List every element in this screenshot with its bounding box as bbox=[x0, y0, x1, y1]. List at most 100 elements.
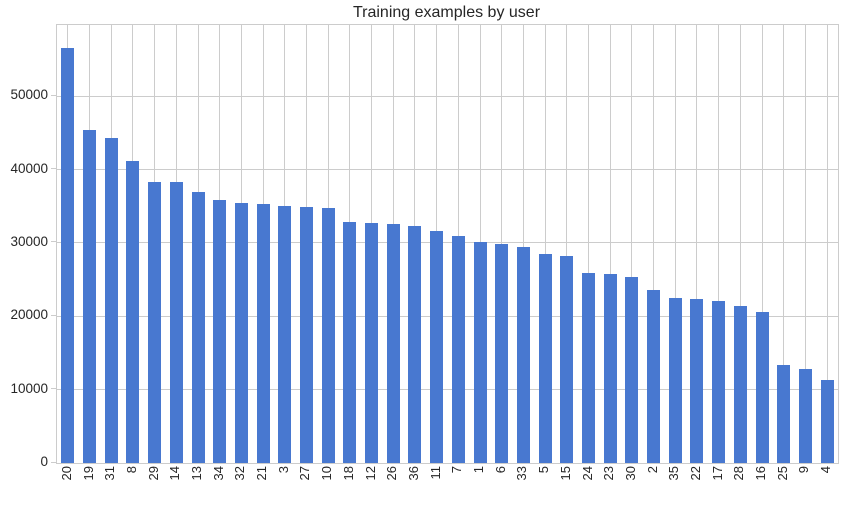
y-tick-mark bbox=[51, 314, 56, 316]
x-gridline bbox=[718, 25, 720, 463]
x-tick-label: 2 bbox=[644, 466, 660, 474]
y-tick-mark bbox=[51, 388, 56, 390]
x-tick-label: 15 bbox=[557, 466, 573, 481]
x-gridline bbox=[501, 25, 503, 463]
x-gridline bbox=[609, 25, 611, 463]
x-tick-label: 28 bbox=[731, 466, 747, 481]
x-tick-label: 14 bbox=[167, 466, 183, 481]
x-tick-label: 10 bbox=[319, 466, 335, 481]
bar-user-13 bbox=[191, 191, 205, 463]
bar-user-7 bbox=[451, 235, 465, 463]
x-gridline bbox=[739, 25, 741, 463]
x-tick-label: 27 bbox=[297, 466, 313, 481]
bar-user-5 bbox=[538, 253, 552, 463]
chart-title: Training examples by user bbox=[352, 4, 541, 21]
x-tick-label: 20 bbox=[58, 466, 74, 481]
bar-user-28 bbox=[733, 306, 747, 463]
x-tick-label: 9 bbox=[796, 466, 812, 474]
x-tick-label: 29 bbox=[145, 466, 161, 481]
bar-user-11 bbox=[430, 230, 444, 463]
y-tick-label: 0 bbox=[40, 454, 48, 469]
x-tick-label: 13 bbox=[189, 466, 204, 481]
x-tick-label: 26 bbox=[384, 466, 400, 481]
bar-user-29 bbox=[148, 181, 162, 463]
bar-user-6 bbox=[495, 244, 509, 463]
x-gridline bbox=[804, 25, 806, 463]
bar-user-21 bbox=[256, 204, 270, 463]
x-tick-label: 11 bbox=[427, 466, 443, 480]
y-gridline bbox=[57, 169, 838, 171]
x-tick-label: 7 bbox=[449, 466, 465, 474]
x-tick-label: 36 bbox=[405, 466, 421, 481]
x-tick-label: 22 bbox=[687, 466, 703, 481]
bar-user-24 bbox=[582, 273, 595, 463]
bar-user-18 bbox=[343, 222, 357, 463]
bar-user-3 bbox=[278, 205, 292, 463]
bar-user-23 bbox=[603, 273, 617, 463]
bar-user-19 bbox=[83, 129, 97, 463]
x-tick-label: 32 bbox=[232, 466, 248, 481]
bar-user-35 bbox=[668, 298, 682, 463]
bar-user-20 bbox=[61, 47, 75, 463]
x-tick-label: 18 bbox=[340, 466, 356, 481]
x-tick-label: 31 bbox=[102, 466, 118, 481]
bar-user-36 bbox=[408, 225, 422, 463]
x-tick-label: 19 bbox=[80, 466, 96, 481]
y-tick-mark bbox=[51, 241, 56, 243]
x-gridline bbox=[674, 25, 676, 463]
bar-user-30 bbox=[625, 277, 639, 463]
x-gridline bbox=[761, 25, 763, 463]
bar-user-2 bbox=[647, 289, 661, 463]
x-gridline bbox=[522, 25, 524, 463]
y-gridline bbox=[57, 242, 838, 244]
bar-user-34 bbox=[213, 199, 227, 463]
x-tick-label: 12 bbox=[362, 466, 378, 481]
bar-user-1 bbox=[473, 242, 487, 463]
x-gridline bbox=[653, 25, 655, 463]
y-tick-mark bbox=[51, 94, 56, 96]
x-tick-label: 33 bbox=[514, 466, 530, 481]
bar-user-8 bbox=[126, 160, 140, 463]
x-tick-label: 1 bbox=[471, 466, 487, 474]
bar-chart-figure: Training examples by user 0 10000 20000 300… bbox=[10, 4, 839, 493]
x-tick-label: 21 bbox=[254, 466, 270, 481]
bar-user-33 bbox=[516, 247, 530, 463]
x-tick-label: 30 bbox=[622, 466, 638, 481]
plot-area bbox=[56, 24, 839, 464]
bar-user-32 bbox=[234, 202, 248, 463]
x-axis: 20 19 31 8 29 14 13 34 32 21 3 27 10 18 12 26 36 11 7 1 6 33 5… bbox=[56, 463, 837, 493]
bar-user-12 bbox=[365, 223, 379, 463]
bar-user-27 bbox=[299, 206, 313, 463]
bar-user-4 bbox=[820, 380, 834, 463]
bar-user-26 bbox=[386, 223, 400, 463]
x-tick-label: 6 bbox=[492, 466, 508, 474]
x-tick-label: 5 bbox=[536, 466, 552, 474]
y-tick-label: 20000 bbox=[10, 307, 48, 323]
x-tick-label: 23 bbox=[601, 466, 617, 481]
x-tick-label: 24 bbox=[579, 466, 595, 481]
y-tick-label: 40000 bbox=[10, 160, 48, 176]
bar-user-31 bbox=[104, 138, 118, 463]
x-tick-label: 17 bbox=[709, 466, 725, 481]
bar-user-22 bbox=[690, 299, 704, 463]
x-gridline bbox=[544, 25, 546, 463]
bar-user-16 bbox=[755, 311, 769, 463]
x-gridline bbox=[566, 25, 568, 463]
x-gridline bbox=[631, 25, 633, 463]
y-tick-label: 30000 bbox=[10, 233, 48, 249]
x-tick-label: 4 bbox=[818, 466, 834, 474]
x-gridline bbox=[696, 25, 698, 463]
bar-user-17 bbox=[712, 300, 726, 463]
y-tick-label: 10000 bbox=[10, 380, 48, 396]
x-tick-label: 3 bbox=[275, 466, 291, 474]
y-tick-mark bbox=[51, 461, 56, 463]
x-tick-label: 8 bbox=[123, 466, 139, 474]
y-tick-mark bbox=[51, 168, 56, 170]
bar-user-10 bbox=[321, 207, 335, 463]
x-gridline bbox=[588, 25, 589, 463]
bar-user-9 bbox=[798, 369, 812, 463]
bar-user-14 bbox=[169, 182, 183, 463]
y-gridline bbox=[57, 389, 838, 391]
y-gridline bbox=[57, 95, 838, 97]
x-tick-label: 34 bbox=[210, 466, 226, 481]
